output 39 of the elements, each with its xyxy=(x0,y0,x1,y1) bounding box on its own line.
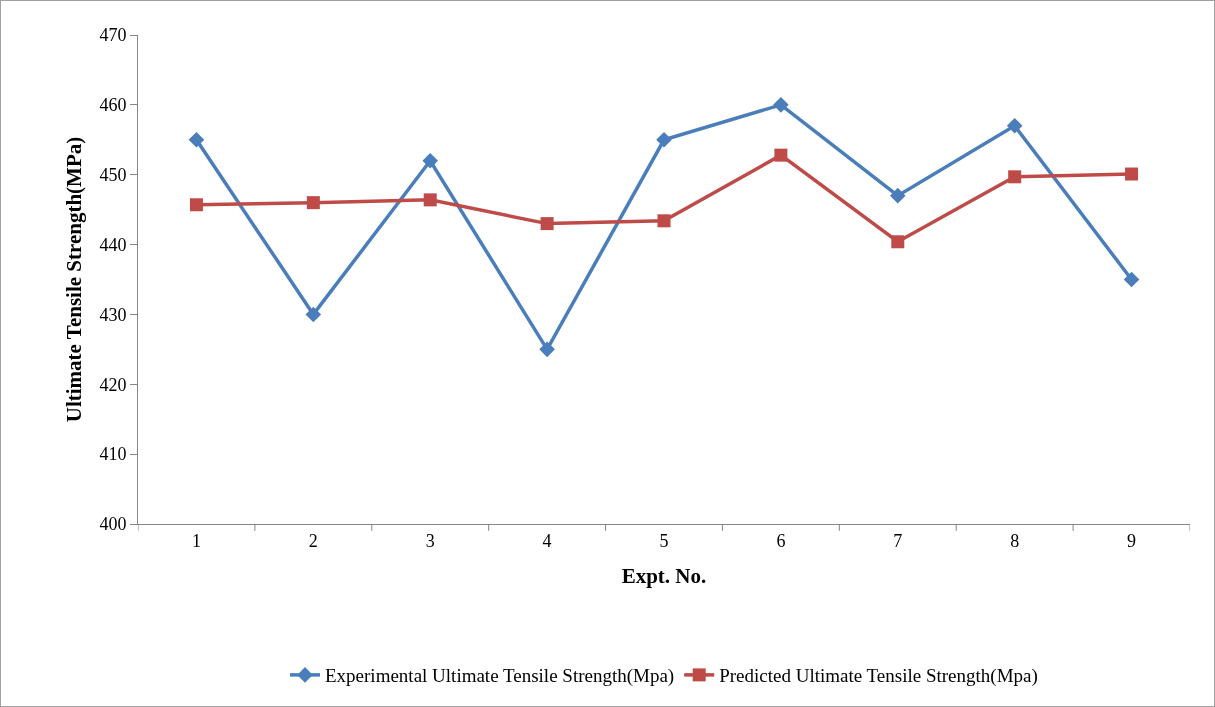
point xyxy=(422,152,439,169)
point xyxy=(188,131,205,148)
x-axis-title: Expt. No. xyxy=(621,563,707,588)
x-tick-label: 7 xyxy=(893,530,903,551)
point xyxy=(1006,118,1023,134)
y-tick-label: 460 xyxy=(99,95,127,116)
point xyxy=(540,217,554,231)
legend-label: Experimental Ultimate Tensile Strength(Mpa) xyxy=(325,665,675,688)
y-tick-label: 440 xyxy=(99,234,127,255)
y-tick-label: 450 xyxy=(99,165,127,186)
point xyxy=(1008,170,1022,184)
x-tick-label: 3 xyxy=(425,530,435,551)
x-tick-label: 6 xyxy=(776,530,786,551)
y-tick-label: 410 xyxy=(99,444,127,465)
y-tick-label: 430 xyxy=(99,304,127,325)
y-tick-label: 420 xyxy=(99,374,127,395)
point xyxy=(657,214,671,228)
x-tick-label: 5 xyxy=(659,530,669,551)
point xyxy=(189,198,203,212)
point xyxy=(889,187,906,204)
legend-label: Predicted Ultimate Tensile Strength(Mpa) xyxy=(719,665,1038,688)
x-tick-label: 1 xyxy=(191,530,201,551)
point xyxy=(305,306,322,323)
x-tick-label: 4 xyxy=(542,530,552,551)
y-tick-label: 400 xyxy=(99,514,127,535)
point xyxy=(891,235,905,249)
point xyxy=(773,97,789,113)
point xyxy=(774,148,788,162)
point xyxy=(423,193,437,207)
x-tick-label: 9 xyxy=(1127,530,1137,551)
point xyxy=(1125,167,1139,181)
point xyxy=(539,341,555,358)
point xyxy=(306,196,320,210)
x-tick-label: 8 xyxy=(1010,530,1020,551)
y-tick-label: 470 xyxy=(99,25,127,46)
x-tick-label: 2 xyxy=(308,530,318,551)
y-axis-title: Ultimate Tensile Strength(MPa) xyxy=(61,136,86,423)
point xyxy=(1123,271,1140,288)
point xyxy=(656,131,672,148)
